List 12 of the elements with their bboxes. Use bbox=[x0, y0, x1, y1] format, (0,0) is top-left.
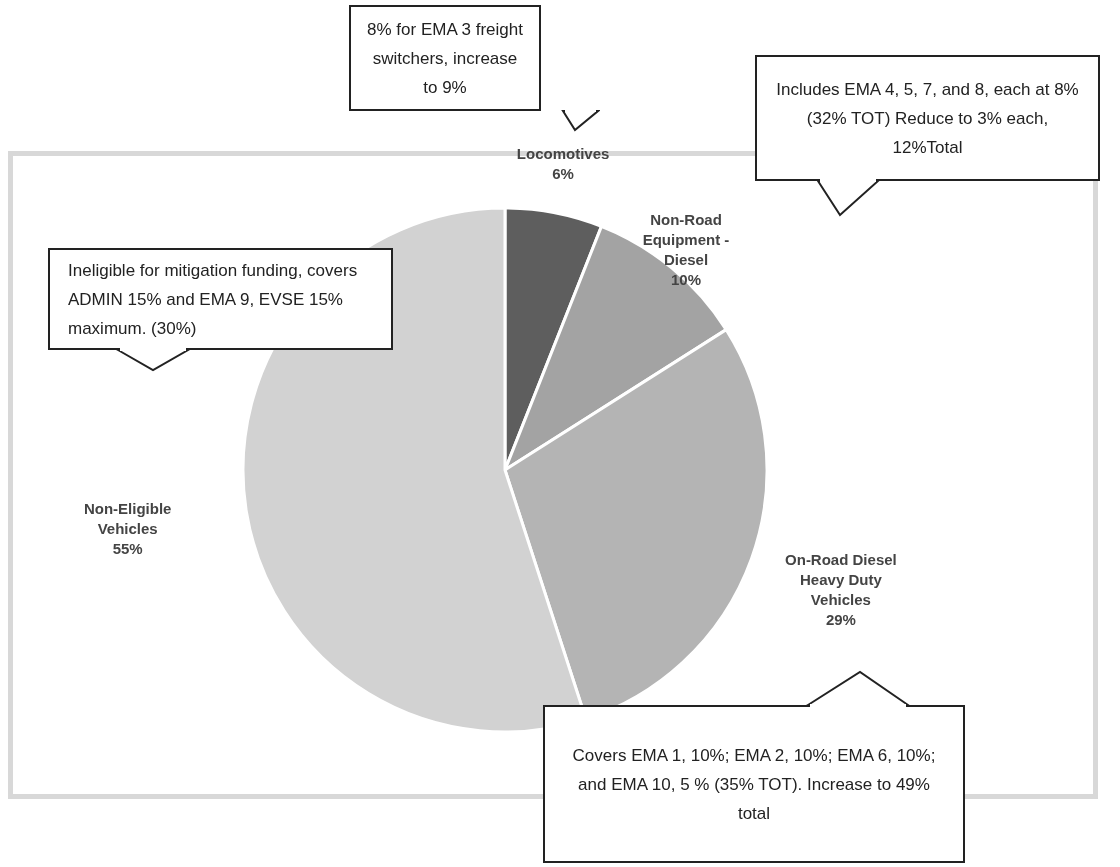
text: Covers EMA 1, 10%; EMA 2, 10%; EMA 6, 10%; and EMA 10, 5 % (35% TOT). Increase to 49% total bbox=[571, 744, 937, 825]
text: Includes EMA 4, 5, 7, and 8, each at 8% (32% TOT) Reduce to 3% each, 12%Total bbox=[775, 78, 1080, 159]
slice-label: Non-Road Equipment - Diesel bbox=[642, 211, 730, 269]
data-label: 10% bbox=[671, 271, 702, 289]
slice-label: Locomotives bbox=[516, 145, 610, 163]
text: Ineligible for mitigation funding, covers ADMIN 15% and EMA 9, EVSE 15% maximum. (30%) bbox=[68, 259, 359, 340]
data-label: 29% bbox=[825, 610, 856, 628]
data-label: 6% bbox=[552, 165, 574, 183]
slice-label: Non-Eligible Vehicles bbox=[83, 499, 172, 537]
text: 8% for EMA 3 freight switchers, increase to 9% bbox=[366, 18, 524, 99]
slice-label: On-Road Diesel Heavy Duty Vehicles bbox=[785, 550, 897, 608]
data-label: 55% bbox=[112, 539, 143, 557]
